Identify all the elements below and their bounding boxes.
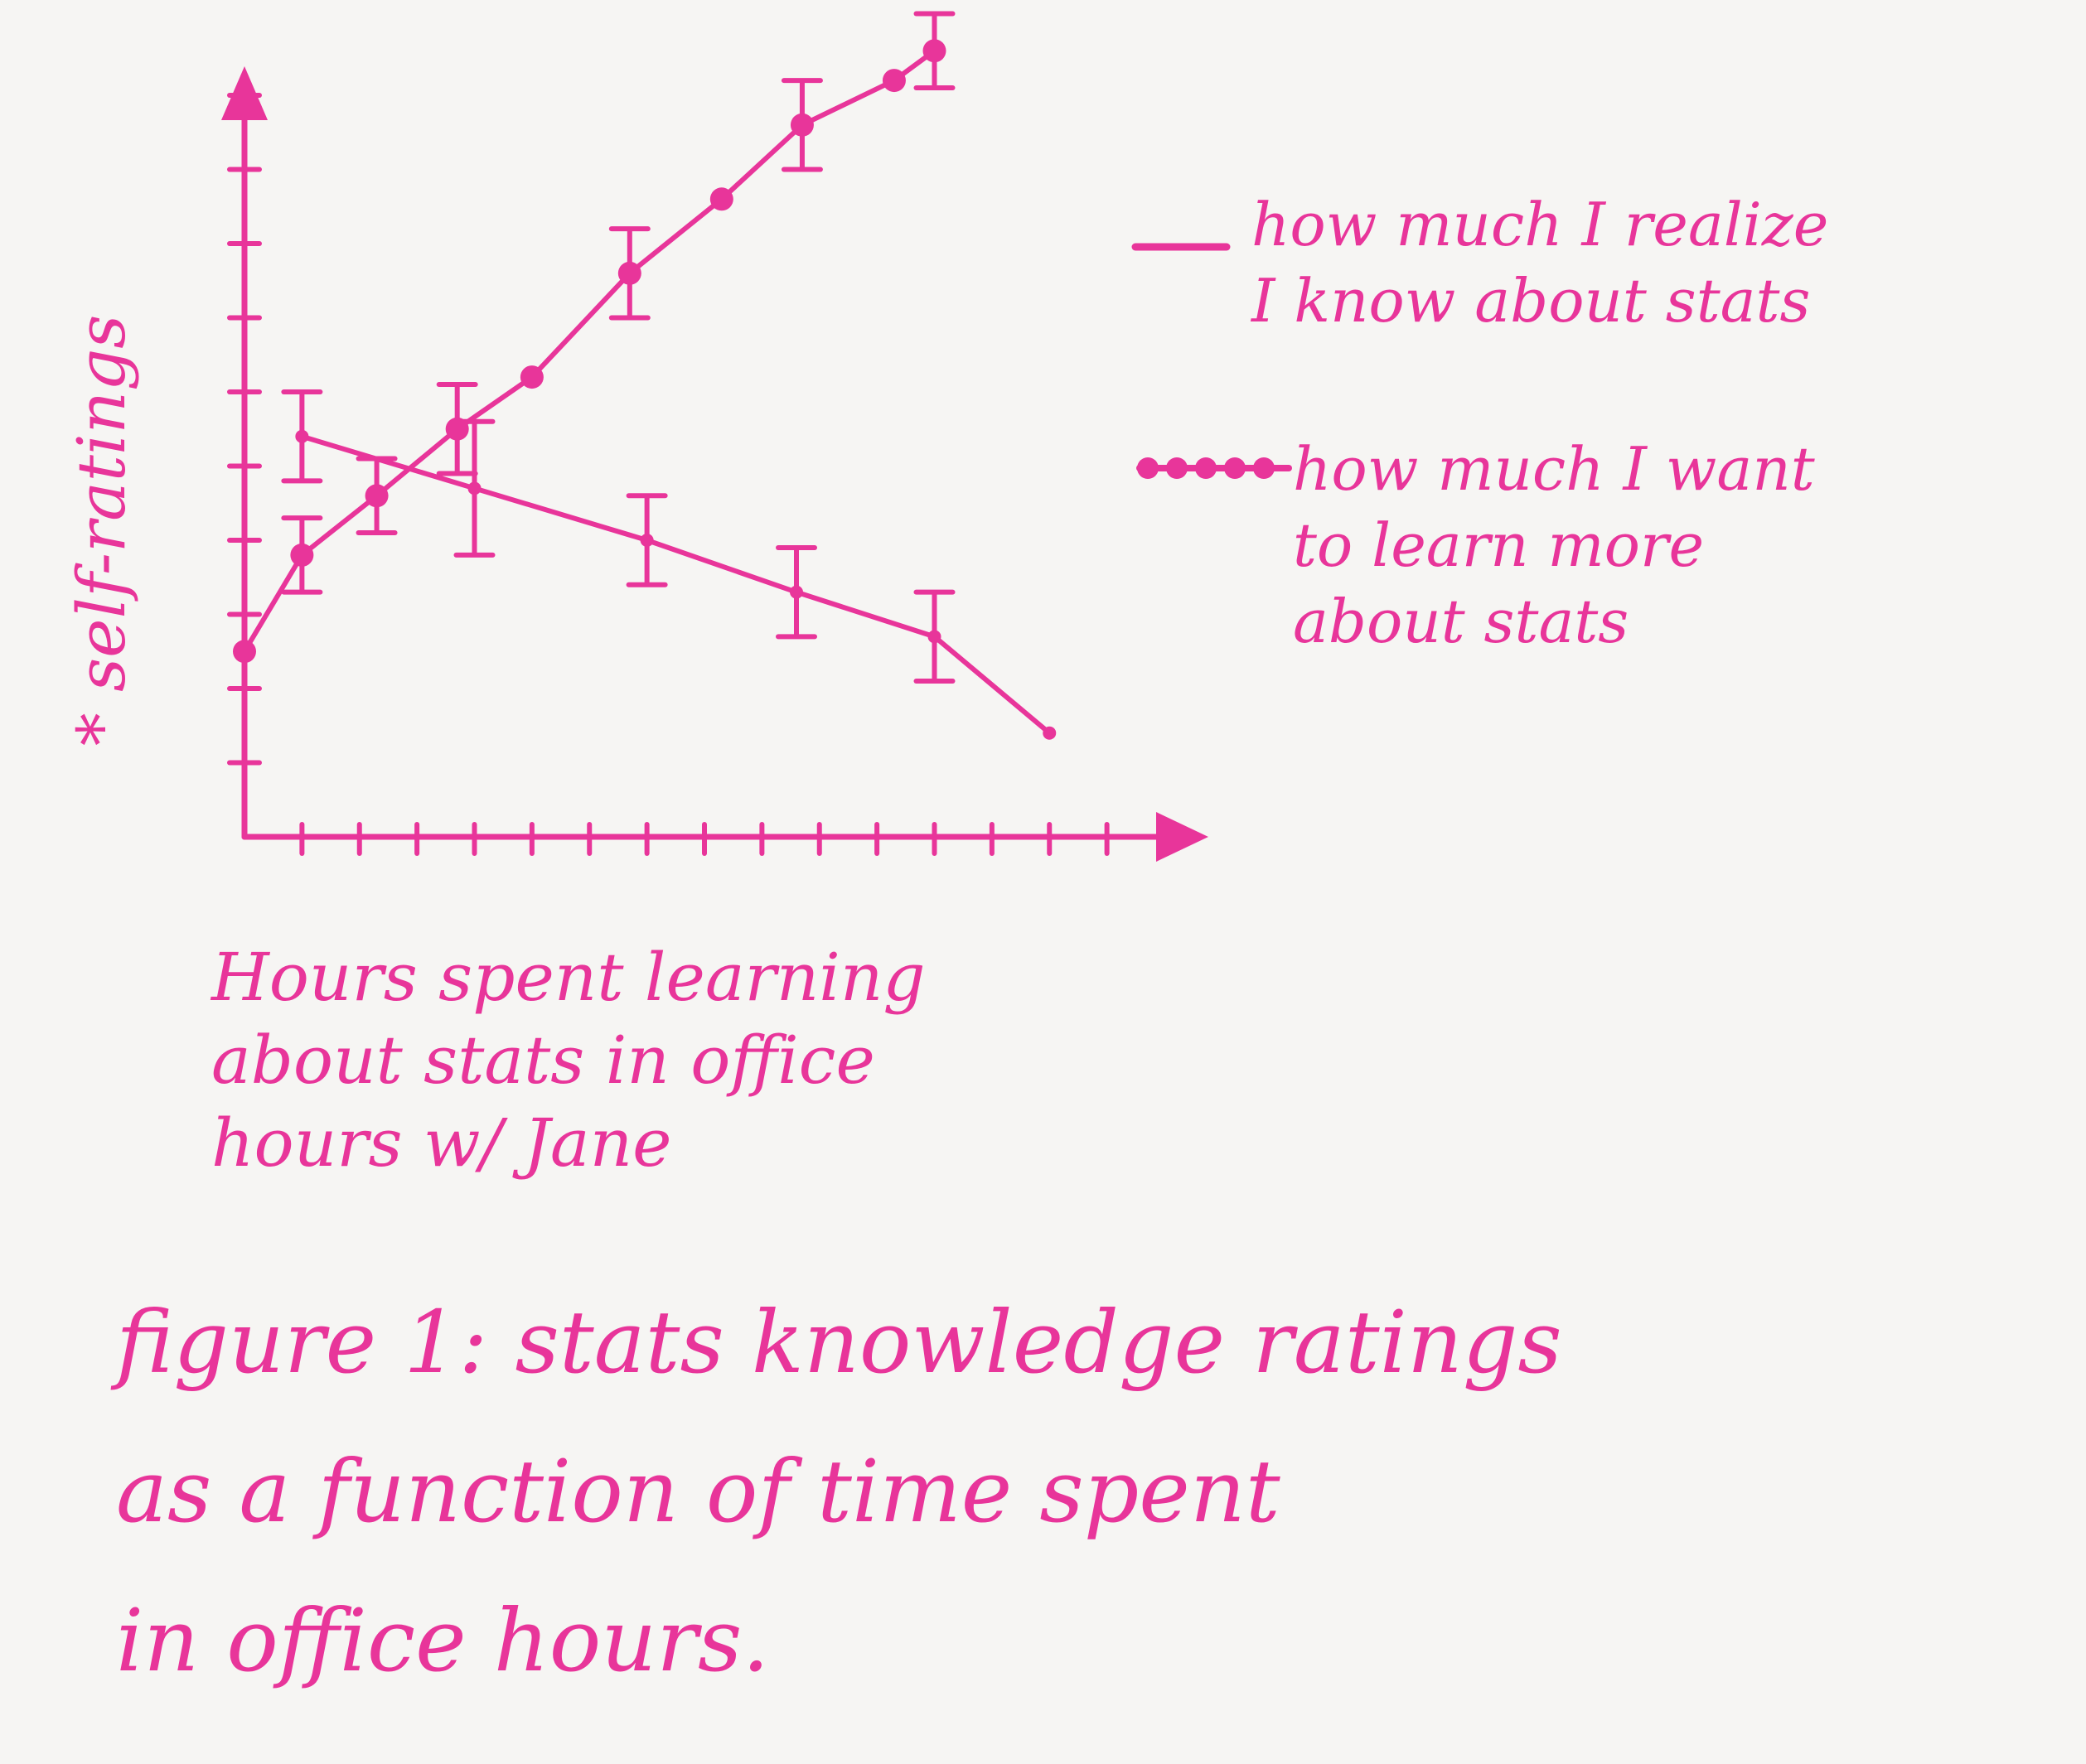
series-line	[242, 48, 937, 655]
legend-swatch-dot	[1224, 457, 1246, 479]
chart-series	[233, 11, 1057, 740]
series-want	[233, 11, 956, 664]
chart-axes	[221, 66, 1208, 862]
legend-swatches	[1131, 243, 1292, 479]
x-axis-label: Hours spent learning about stats in offi…	[211, 939, 926, 1182]
data-point	[445, 417, 469, 441]
data-point	[290, 543, 314, 567]
data-point	[520, 365, 544, 389]
legend-swatch-dot	[1166, 457, 1188, 479]
data-point	[790, 113, 814, 137]
legend-swatch-dot	[1137, 457, 1159, 479]
legend-swatch-want	[1136, 457, 1292, 479]
x-axis-arrow	[1156, 812, 1208, 862]
legend-swatch-dot	[1195, 457, 1217, 479]
legend-entry-want: how much I want to learn more about stat…	[1293, 434, 1815, 656]
data-point	[709, 187, 733, 211]
legend-entry-realize: how much I realize I know about stats	[1251, 190, 1829, 336]
legend-swatch-dot	[1253, 457, 1275, 479]
figure-caption: figure 1: stats knowledge ratings as a f…	[116, 1292, 1562, 1691]
y-axis-label: * self-ratings	[63, 315, 140, 747]
data-point	[295, 429, 309, 443]
series-line	[299, 433, 1053, 736]
series-realize	[281, 389, 1057, 740]
chart-ticks	[227, 93, 1167, 856]
data-point	[365, 484, 389, 508]
data-point	[1043, 726, 1057, 740]
data-point	[882, 69, 906, 93]
data-point	[640, 534, 654, 547]
data-point	[233, 640, 256, 664]
data-point	[922, 39, 946, 63]
data-point	[617, 261, 641, 285]
data-point	[790, 585, 803, 599]
data-point	[467, 481, 482, 495]
data-point	[927, 630, 941, 644]
